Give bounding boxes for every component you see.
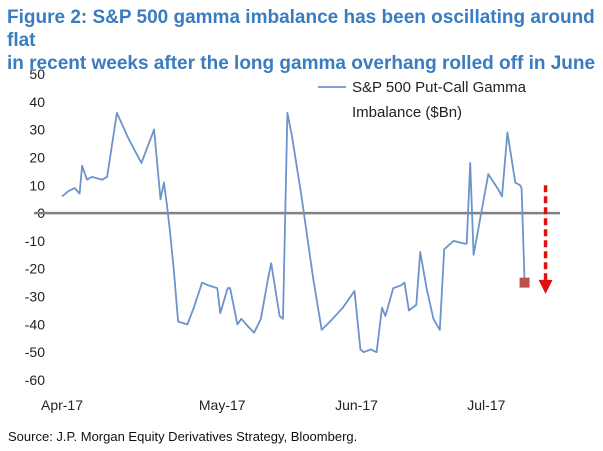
y-tick-label: -30 [25,289,45,305]
legend: S&P 500 Put-Call Gamma Imbalance ($Bn) [318,79,527,121]
y-tick-label: -10 [25,233,45,249]
arrow-head [538,279,553,294]
source-note: Source: J.P. Morgan Equity Derivatives S… [8,429,358,444]
x-tick-label: Jun-17 [335,397,378,413]
y-tick-label: 40 [29,94,45,110]
series-line [61,112,526,354]
y-tick-label: -60 [25,372,45,388]
y-tick-label: 10 [29,177,45,193]
y-tick-label: -20 [25,261,45,277]
y-tick-labels: 50403020100-10-20-30-40-50-60 [25,66,45,388]
y-tick-label: -50 [25,344,45,360]
figure-title: Figure 2: S&P 500 gamma imbalance has be… [7,6,597,75]
y-tick-label: 20 [29,149,45,165]
y-tick-label: -40 [25,316,45,332]
figure-title-line-2: in recent weeks after the long gamma ove… [7,53,596,74]
down-arrow-annotation [538,185,553,294]
y-tick-label: 30 [29,122,45,138]
figure-title-line-1: Figure 2: S&P 500 gamma imbalance has be… [7,7,595,51]
y-tick-label: 50 [29,66,45,82]
x-tick-label: Jul-17 [467,397,505,413]
x-tick-label: May-17 [199,397,246,413]
end-point-marker [519,277,530,288]
legend-label-line-2: Imbalance ($Bn) [352,104,462,121]
x-tick-labels: Apr-17 May-17 Jun-17 Jul-17 [41,397,506,413]
x-tick-label: Apr-17 [41,397,83,413]
legend-label-line-1: S&P 500 Put-Call Gamma [352,79,527,96]
